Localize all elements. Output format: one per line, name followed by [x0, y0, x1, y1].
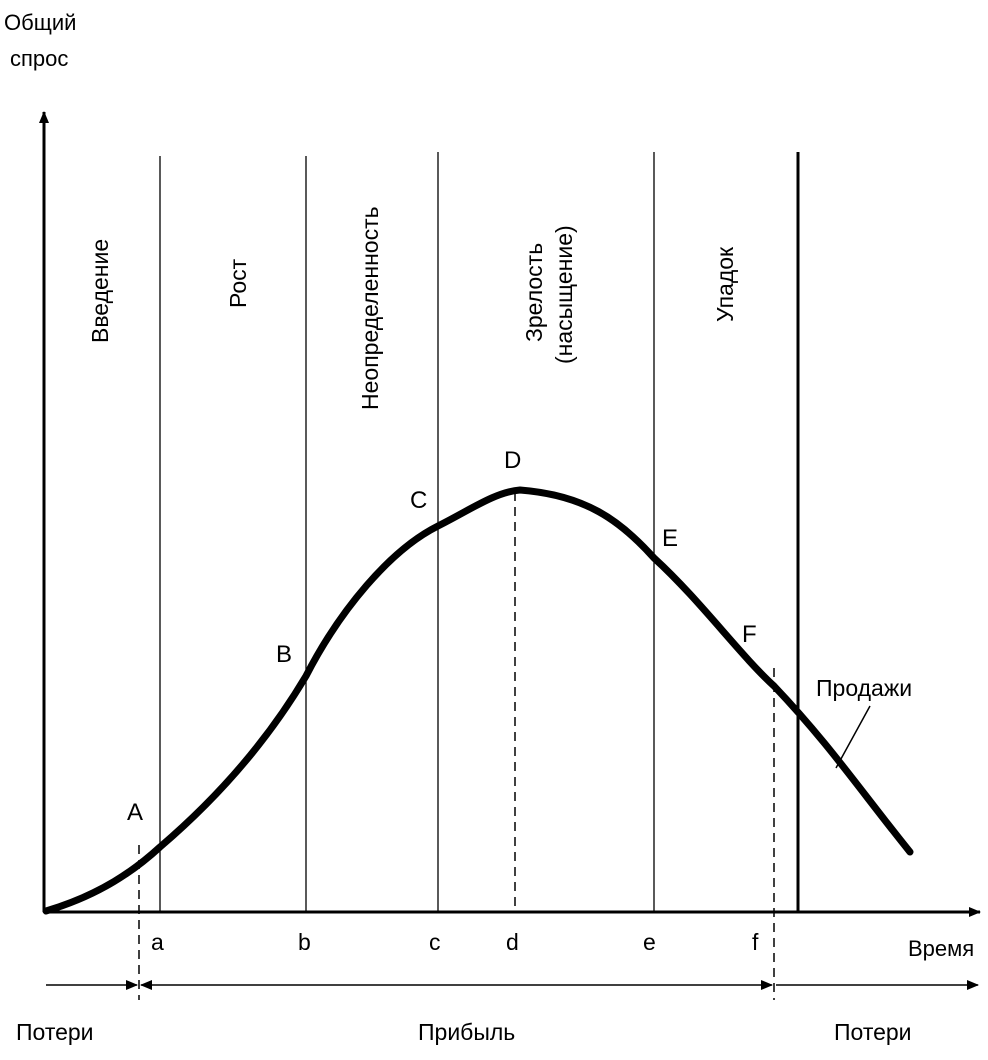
tick-e: e: [643, 929, 656, 955]
curve-point-F: F: [742, 621, 757, 648]
curve-point-E: E: [662, 525, 678, 552]
x-axis-title: Время: [908, 936, 974, 961]
tick-b: b: [298, 929, 311, 955]
tick-c: c: [429, 929, 441, 955]
y-axis-title-line1: Общий: [4, 10, 76, 35]
stage-uncertainty-label: Неопределенность: [357, 206, 383, 410]
loss-left-label: Потери: [16, 1019, 94, 1045]
curve-point-D: D: [504, 447, 521, 474]
curve-point-A: A: [127, 799, 143, 826]
stage-introduction-label: Введение: [87, 239, 113, 343]
stage-maturity-label-line1: Зрелость: [521, 243, 547, 342]
sales-curve-label: Продажи: [816, 675, 912, 701]
curve-point-B: B: [276, 641, 292, 668]
tick-f: f: [752, 929, 759, 955]
profit-label: Прибыль: [418, 1019, 515, 1045]
stage-growth-label: Рост: [225, 258, 251, 308]
sales-label-leader: [835, 705, 871, 769]
sales-curve: [42, 486, 914, 915]
stage-decline-label: Упадок: [712, 246, 738, 322]
stage-maturity-label-line2: (насыщение): [551, 225, 577, 364]
loss-right-label: Потери: [834, 1019, 912, 1045]
curve-point-C: C: [410, 487, 427, 514]
y-axis-title-line2: спрос: [10, 46, 68, 71]
tick-a: a: [151, 929, 164, 955]
tick-d: d: [506, 929, 519, 955]
